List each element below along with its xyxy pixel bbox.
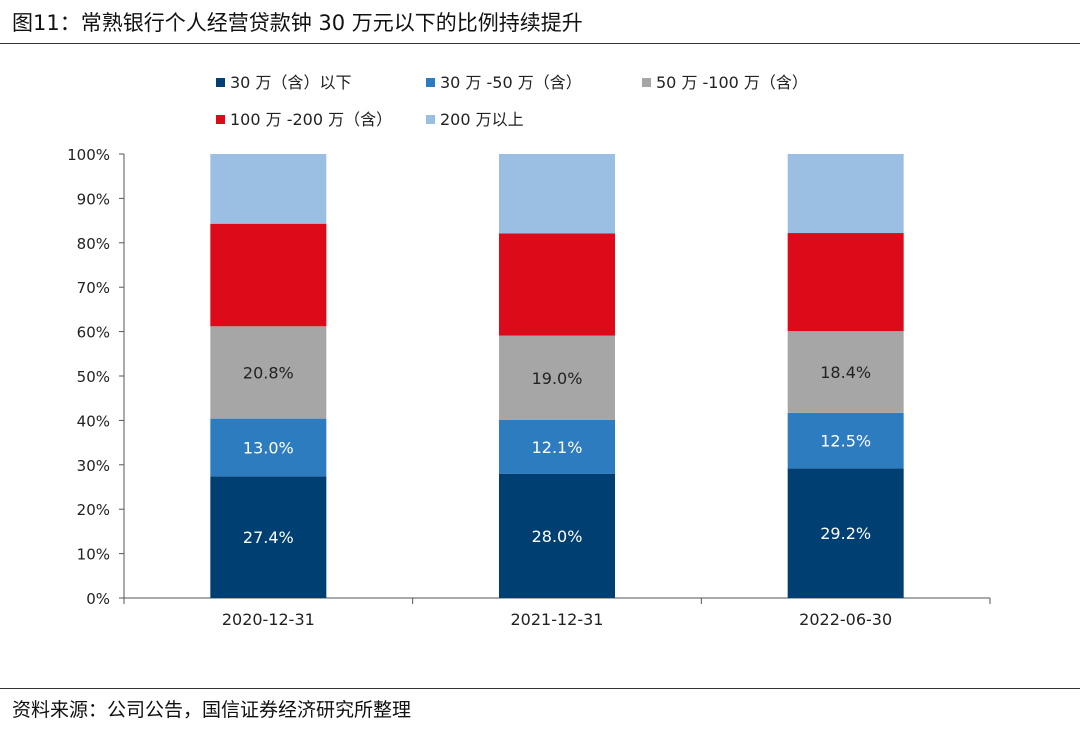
y-tick-label: 60% [77, 324, 110, 342]
data-label: 12.5% [820, 432, 871, 451]
bar-segment [499, 154, 615, 234]
bar-segment [499, 419, 615, 474]
y-tick-label: 100% [67, 146, 110, 164]
y-tick-label: 10% [77, 546, 110, 564]
bar-segment [787, 468, 904, 598]
x-tick-label: 2021-12-31 [511, 610, 604, 629]
bar-segment [210, 418, 327, 477]
title-rule [0, 43, 1080, 44]
bar-segment [499, 335, 615, 420]
data-label: 18.4% [820, 363, 871, 382]
data-label: 27.4% [243, 528, 294, 547]
data-label: 13.0% [243, 438, 294, 457]
legend-swatch [426, 115, 435, 124]
y-tick-label: 20% [77, 501, 110, 519]
data-label: 29.2% [820, 524, 871, 543]
legend-swatch [216, 78, 225, 87]
legend-swatch [426, 78, 435, 87]
legend-swatch [216, 115, 225, 124]
bar-segment [787, 154, 904, 234]
bar-segment [787, 233, 904, 332]
bar-segment [787, 412, 904, 469]
x-tick-label: 2020-12-31 [222, 610, 315, 629]
source-note: 资料来源：公司公告，国信证券经济研究所整理 [12, 699, 412, 721]
y-tick-label: 0% [86, 590, 110, 608]
data-label: 28.0% [532, 527, 583, 546]
y-tick-label: 30% [77, 457, 110, 475]
legend-label: 30 万 -50 万（含） [440, 73, 582, 92]
y-tick-label: 40% [77, 412, 110, 430]
bar-segment [210, 476, 327, 598]
x-tick-label: 2022-06-30 [799, 610, 892, 629]
bar-segment [210, 326, 327, 419]
figure-title: 图11：常熟银行个人经营贷款钟 30 万元以下的比例持续提升 [12, 11, 583, 35]
data-label: 12.1% [532, 438, 583, 457]
legend-swatch [642, 78, 651, 87]
bar-segment [787, 331, 904, 413]
bar-segment [210, 154, 327, 224]
legend-label: 200 万以上 [440, 110, 524, 129]
y-tick-label: 90% [77, 190, 110, 208]
bar-segment [499, 473, 615, 598]
legend-label: 100 万 -200 万（含） [230, 110, 392, 129]
y-tick-label: 80% [77, 235, 110, 253]
legend-label: 50 万 -100 万（含） [656, 73, 808, 92]
data-label: 19.0% [532, 369, 583, 388]
y-tick-label: 70% [77, 279, 110, 297]
legend-label: 30 万（含）以下 [230, 73, 351, 92]
y-tick-label: 50% [77, 368, 110, 386]
stacked-bar-chart: 0% 10% 20% 30% 40% 50% 60% 70% 80% 90% 100% 27.4% 13… [67, 73, 991, 629]
bar-segment [499, 233, 615, 336]
data-label: 20.8% [243, 363, 294, 382]
source-rule [0, 688, 1080, 689]
bar-segment [210, 223, 327, 327]
